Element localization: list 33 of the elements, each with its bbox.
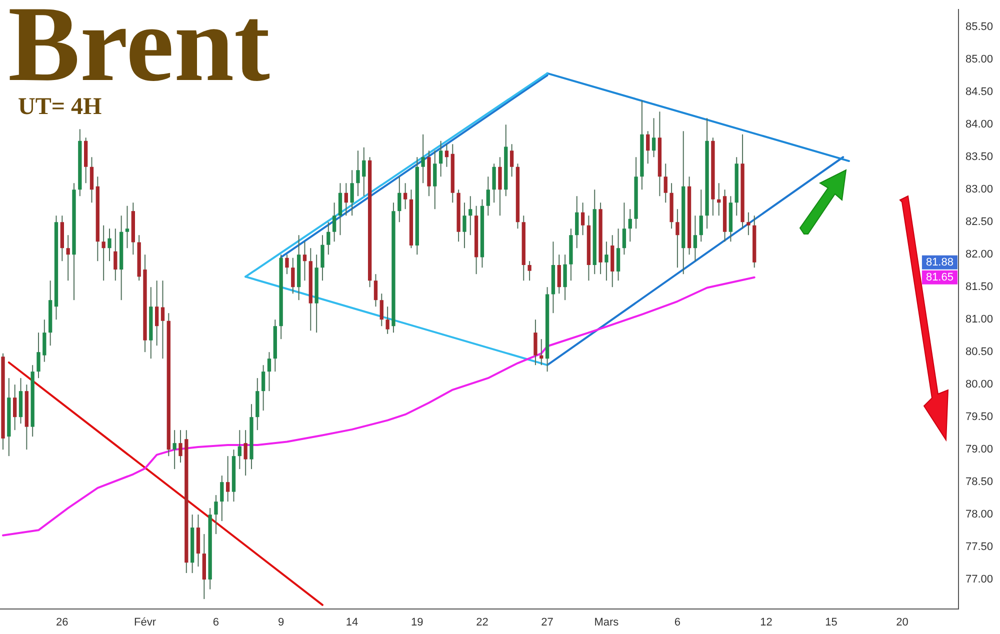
y-tick-label: 81.00 <box>965 314 994 326</box>
x-tick-label: 14 <box>346 616 358 628</box>
y-tick-label: 79.00 <box>965 444 994 456</box>
y-tick-label: 80.50 <box>965 346 994 358</box>
x-tick-label: 20 <box>896 616 908 628</box>
x-tick-label: 27 <box>541 616 554 628</box>
y-tick-label: 80.00 <box>965 378 994 391</box>
y-tick-label: 78.00 <box>965 508 994 521</box>
x-tick-label: 19 <box>411 616 424 628</box>
x-tick-label: 15 <box>825 616 838 628</box>
x-tick-label: Mars <box>594 616 620 628</box>
y-tick-label: 83.50 <box>965 151 994 164</box>
y-tick-label: 84.00 <box>965 118 994 131</box>
x-tick-label: 22 <box>476 616 488 628</box>
x-tick-label: 6 <box>212 616 220 628</box>
y-tick-label: 85.50 <box>965 21 994 34</box>
x-tick-label: 26 <box>56 616 68 628</box>
y-tick-label: 85.00 <box>965 54 994 66</box>
y-tick-label: 82.00 <box>965 248 994 261</box>
y-tick-label: 83.00 <box>965 184 994 196</box>
y-tick-label: 77.00 <box>965 574 994 586</box>
x-tick-label: 12 <box>760 616 772 628</box>
x-tick-label: 9 <box>278 616 284 628</box>
x-tick-label: 6 <box>674 616 681 628</box>
y-tick-label: 81.50 <box>965 281 994 294</box>
x-tick-label: Févr <box>134 616 156 628</box>
annotation: 81.65 <box>926 271 954 284</box>
y-tick-label: 79.50 <box>965 411 994 424</box>
annotation: 81.88 <box>926 256 954 268</box>
y-tick-label: 78.50 <box>965 476 994 488</box>
y-tick-label: 82.50 <box>965 216 994 228</box>
y-tick-label: 77.50 <box>965 541 994 554</box>
y-tick-label: 84.50 <box>965 86 994 98</box>
